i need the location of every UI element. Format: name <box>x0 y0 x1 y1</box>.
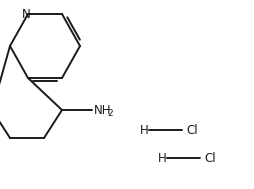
Text: Cl: Cl <box>204 152 216 164</box>
Text: Cl: Cl <box>186 123 198 136</box>
Text: H: H <box>140 123 148 136</box>
Text: H: H <box>158 152 166 164</box>
Text: 2: 2 <box>107 108 113 118</box>
Text: NH: NH <box>94 104 112 116</box>
Text: N: N <box>22 8 30 20</box>
